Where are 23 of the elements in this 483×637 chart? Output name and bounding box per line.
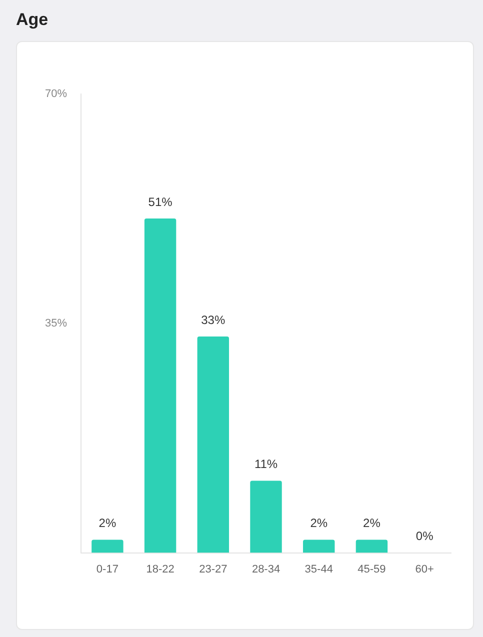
y-tick-label: 35%	[44, 317, 68, 330]
x-tick-label: 35-44	[304, 563, 333, 576]
chart-title: Age	[16, 10, 48, 30]
y-tick-label: 70%	[44, 88, 68, 100]
bar	[197, 336, 230, 553]
data-label: 33%	[201, 312, 226, 327]
data-label: 11%	[254, 457, 278, 472]
bar	[144, 218, 176, 553]
bar	[92, 540, 124, 553]
x-tick-label: 18-22	[146, 563, 174, 576]
x-tick-label: 0-17	[96, 563, 118, 576]
bar	[356, 540, 388, 553]
x-tick-label: 23-27	[199, 563, 228, 576]
data-label: 0%	[416, 529, 434, 544]
bar	[250, 480, 282, 553]
data-label: 2%	[98, 516, 116, 530]
bar	[303, 540, 335, 553]
data-label: 2%	[310, 516, 328, 530]
data-label: 2%	[363, 516, 381, 530]
x-tick-label: 45-59	[358, 563, 386, 576]
data-label: 51%	[148, 194, 173, 209]
x-tick-label: 28-34	[252, 563, 280, 576]
x-tick-label: 60+	[415, 563, 434, 576]
